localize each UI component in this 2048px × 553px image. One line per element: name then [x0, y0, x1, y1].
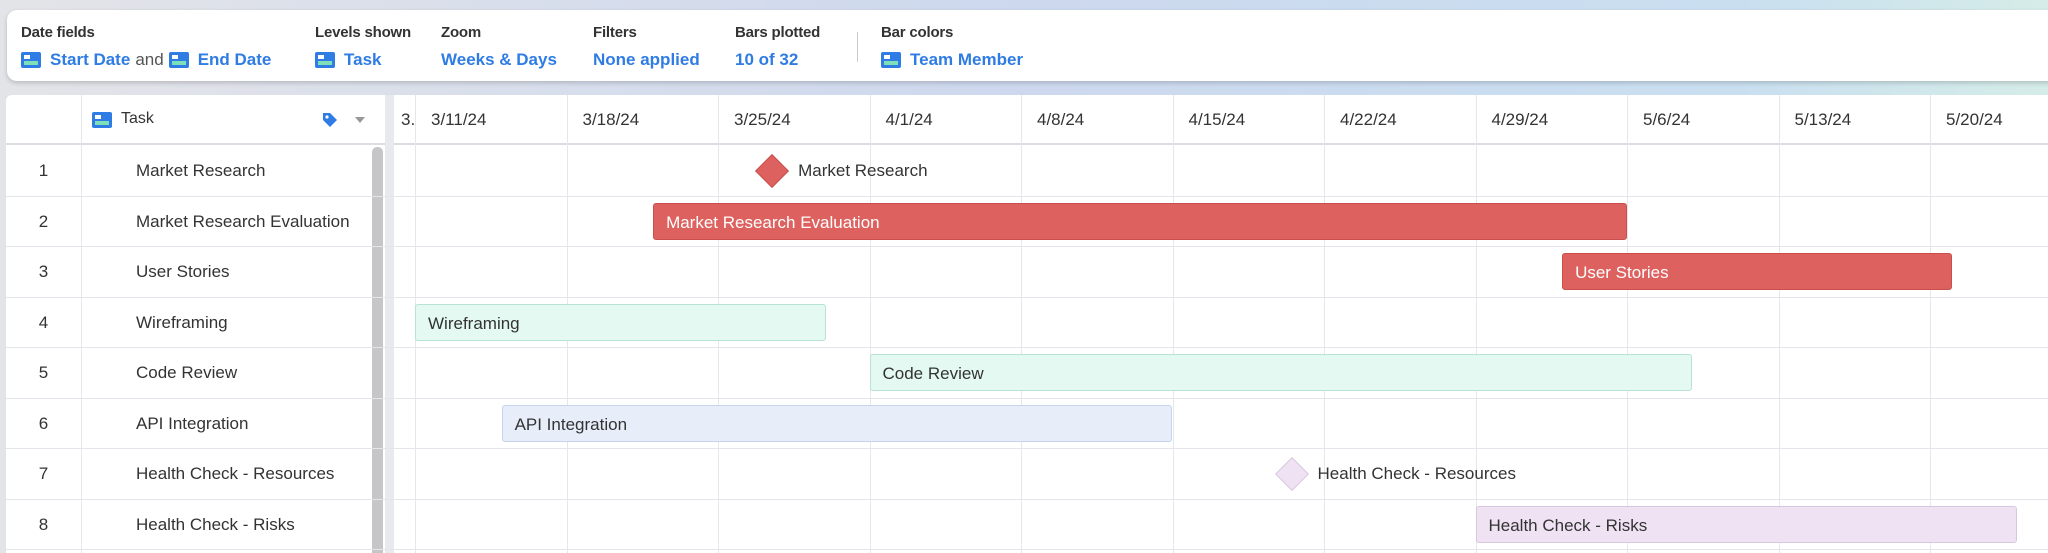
week-label: 4/8/24 [1037, 110, 1085, 129]
field-icon [315, 52, 335, 68]
start-date-field[interactable]: Start Date [50, 50, 131, 69]
row-number: 8 [38, 514, 49, 534]
row-divider [6, 195, 2048, 197]
week-label: 5/6/24 [1643, 110, 1691, 129]
filters-label: Filters [593, 24, 637, 41]
week-label: 4/22/24 [1340, 110, 1397, 129]
task-name[interactable]: User Stories [136, 262, 230, 281]
field-icon [21, 52, 41, 68]
filters-value[interactable]: None applied [593, 50, 700, 69]
row-number: 1 [38, 161, 49, 180]
week-label: 3/11/24 [431, 110, 487, 129]
milestone-label: Market Research [798, 161, 928, 180]
zoom-group: Zoom Weeks & Days [441, 24, 557, 70]
week-label: 3/18/24 [582, 110, 640, 129]
date-fields-label: Date fields [21, 24, 95, 41]
field-icon [168, 52, 189, 68]
week-gridline [1324, 95, 1325, 553]
chevron-down-icon[interactable] [355, 117, 365, 123]
bar-colors-value[interactable]: Team Member [910, 50, 1024, 69]
milestone-diamond[interactable] [1274, 457, 1309, 491]
field-icon [92, 112, 112, 128]
levels-shown-group: Levels shown Task [315, 24, 411, 70]
bars-plotted-group: Bars plotted 10 of 32 [735, 24, 820, 70]
column-divider [81, 95, 82, 553]
row-number: 4 [38, 312, 49, 332]
end-date-field[interactable]: End Date [197, 50, 272, 69]
row-divider [6, 397, 2048, 399]
bar-colors-label: Bar colors [881, 24, 954, 41]
bar-colors-group: Bar colors Team Member [881, 24, 1023, 70]
bars-plotted-value[interactable]: 10 of 32 [735, 50, 799, 69]
filters-group: Filters None applied [593, 24, 700, 70]
week-label: 4/15/24 [1188, 110, 1246, 129]
row-divider [6, 498, 2048, 500]
task-bar[interactable]: Health Check - Risks [1475, 505, 2017, 543]
task-name[interactable]: API Integration [136, 413, 249, 433]
milestone-label: Health Check - Resources [1317, 464, 1516, 483]
scrollbar[interactable] [372, 147, 383, 553]
date-fields-group: Date fields Start Date and End Date [21, 24, 271, 70]
row-number: 3 [38, 262, 49, 281]
week-gridline [1778, 95, 1780, 553]
task-name[interactable]: Code Review [136, 363, 238, 382]
task-name[interactable]: Market Research Evaluation [136, 211, 350, 231]
toolbar-divider [857, 32, 858, 62]
row-number: 7 [38, 464, 49, 483]
week-gridline [1172, 95, 1174, 553]
task-name[interactable]: Health Check - Resources [136, 464, 335, 483]
field-icon [881, 52, 901, 68]
timeline-partial-label: 3. [401, 110, 416, 129]
task-name[interactable]: Wireframing [136, 312, 228, 332]
gantt-grid: Task 3. 3/11/24 3/18/24 3/25/24 4/1/24 4/8/2… [6, 95, 2048, 553]
week-label: 3/25/24 [734, 110, 791, 129]
row-divider [6, 296, 2048, 298]
pane-splitter[interactable] [385, 95, 394, 553]
row-divider [6, 549, 2048, 550]
task-bar[interactable]: User Stories [1562, 253, 1952, 290]
gantt-toolbar: Date fields Start Date and End Date Leve… [7, 10, 2048, 81]
task-bar[interactable]: Market Research Evaluation [653, 202, 1627, 240]
week-gridline [869, 95, 871, 553]
milestone-diamond[interactable] [755, 154, 790, 188]
task-bar[interactable]: API Integration [501, 404, 1173, 442]
levels-shown-value[interactable]: Task [344, 50, 382, 69]
task-bar[interactable]: Wireframing [415, 303, 827, 341]
grid-header: Task 3. [6, 95, 2048, 145]
week-label: 5/13/24 [1794, 110, 1852, 129]
task-name[interactable]: Market Research [136, 161, 266, 180]
and-text: and [135, 50, 164, 69]
week-label: 4/1/24 [885, 110, 933, 129]
row-divider [6, 448, 2048, 449]
row-number: 2 [38, 211, 49, 231]
zoom-label: Zoom [441, 24, 482, 41]
row-divider [6, 246, 2048, 247]
row-divider [6, 347, 2048, 348]
zoom-value[interactable]: Weeks & Days [441, 50, 557, 69]
task-bar[interactable]: Code Review [869, 354, 1692, 391]
week-label: 4/29/24 [1491, 110, 1549, 129]
tag-icon[interactable] [321, 111, 339, 129]
row-number: 5 [38, 363, 49, 382]
row-number: 6 [38, 413, 49, 433]
week-gridline [1475, 95, 1477, 553]
week-label: 5/20/24 [1946, 110, 2003, 129]
task-name[interactable]: Health Check - Risks [136, 514, 295, 534]
week-gridline [1930, 95, 1931, 553]
week-gridline [1627, 95, 1628, 553]
task-column-header[interactable]: Task [121, 110, 154, 127]
levels-shown-label: Levels shown [315, 24, 411, 41]
bars-plotted-label: Bars plotted [735, 24, 821, 41]
week-gridline [1021, 95, 1022, 553]
